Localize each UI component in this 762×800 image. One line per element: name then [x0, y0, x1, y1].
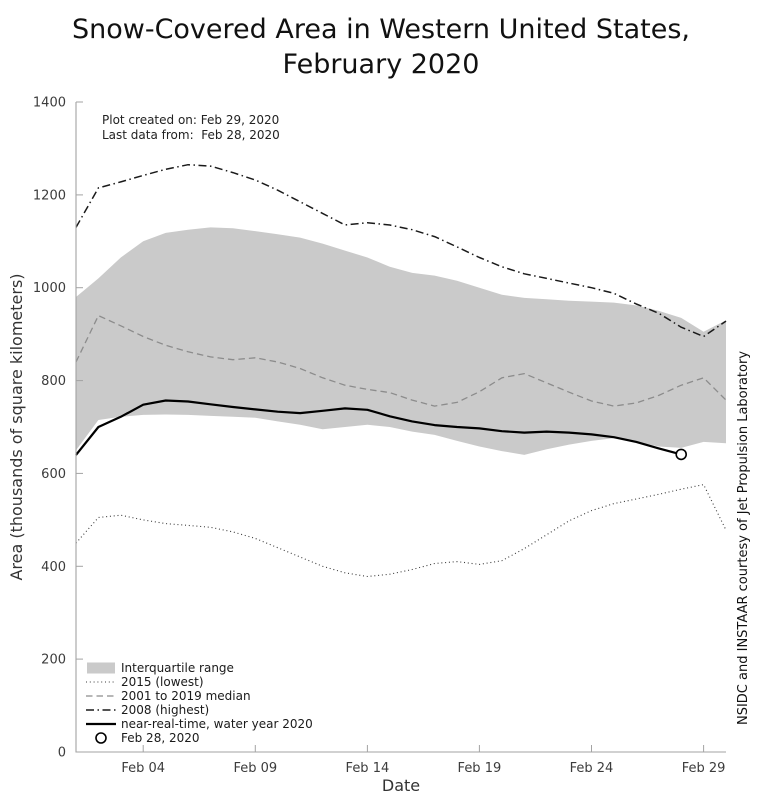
- legend-label-near-real-time-water-year-2020: near-real-time, water year 2020: [121, 717, 313, 731]
- last-observation-marker: [675, 448, 688, 461]
- credit-text: NSIDC and INSTAAR courtesy of Jet Propul…: [736, 351, 751, 725]
- legend-sample-patch: [87, 662, 115, 674]
- x-tick-label: Feb 29: [682, 761, 726, 776]
- line-2008-highest: [75, 163, 727, 338]
- legend-label-interquartile-range: Interquartile range: [121, 661, 234, 675]
- plot-created-note: Plot created on: Feb 29, 2020: [102, 113, 279, 127]
- y-tick-label: 400: [41, 560, 66, 575]
- legend-label-2008-highest: 2008 (highest): [121, 703, 209, 717]
- legend-sample-circle: [95, 732, 107, 744]
- chart-title-line2: February 2020: [282, 49, 480, 80]
- iqr-band: [76, 227, 726, 455]
- chart-title-line1: Snow-Covered Area in Western United Stat…: [71, 14, 691, 45]
- last-data-note: Last data from: Feb 28, 2020: [102, 128, 280, 142]
- y-axis-label: Area (thousands of square kilometers): [7, 273, 26, 580]
- y-tick-label: 1400: [33, 96, 66, 111]
- chart-title: Snow-Covered Area in Western United Stat…: [0, 12, 762, 82]
- y-tick-label: 600: [41, 467, 66, 482]
- line-2015-lowest: [75, 484, 727, 578]
- x-tick-label: Feb 04: [121, 761, 165, 776]
- legend-label-2015-lowest: 2015 (lowest): [121, 675, 204, 689]
- y-tick-label: 1000: [33, 281, 66, 296]
- x-axis-label: Date: [382, 776, 420, 795]
- x-tick-label: Feb 19: [458, 761, 502, 776]
- x-tick-label: Feb 14: [346, 761, 390, 776]
- legend-label-2001-to-2019-median: 2001 to 2019 median: [121, 689, 251, 703]
- x-tick-label: Feb 09: [233, 761, 277, 776]
- y-tick-label: 800: [41, 374, 66, 389]
- y-tick-label: 0: [58, 746, 66, 761]
- y-tick-label: 200: [41, 653, 66, 668]
- line-2001-to-2019-median: [75, 314, 727, 407]
- legend-label-feb-28-2020: Feb 28, 2020: [121, 731, 200, 745]
- x-tick-label: Feb 24: [570, 761, 614, 776]
- line-near-real-time-water-year-2020: [75, 399, 682, 456]
- y-tick-label: 1200: [33, 188, 66, 203]
